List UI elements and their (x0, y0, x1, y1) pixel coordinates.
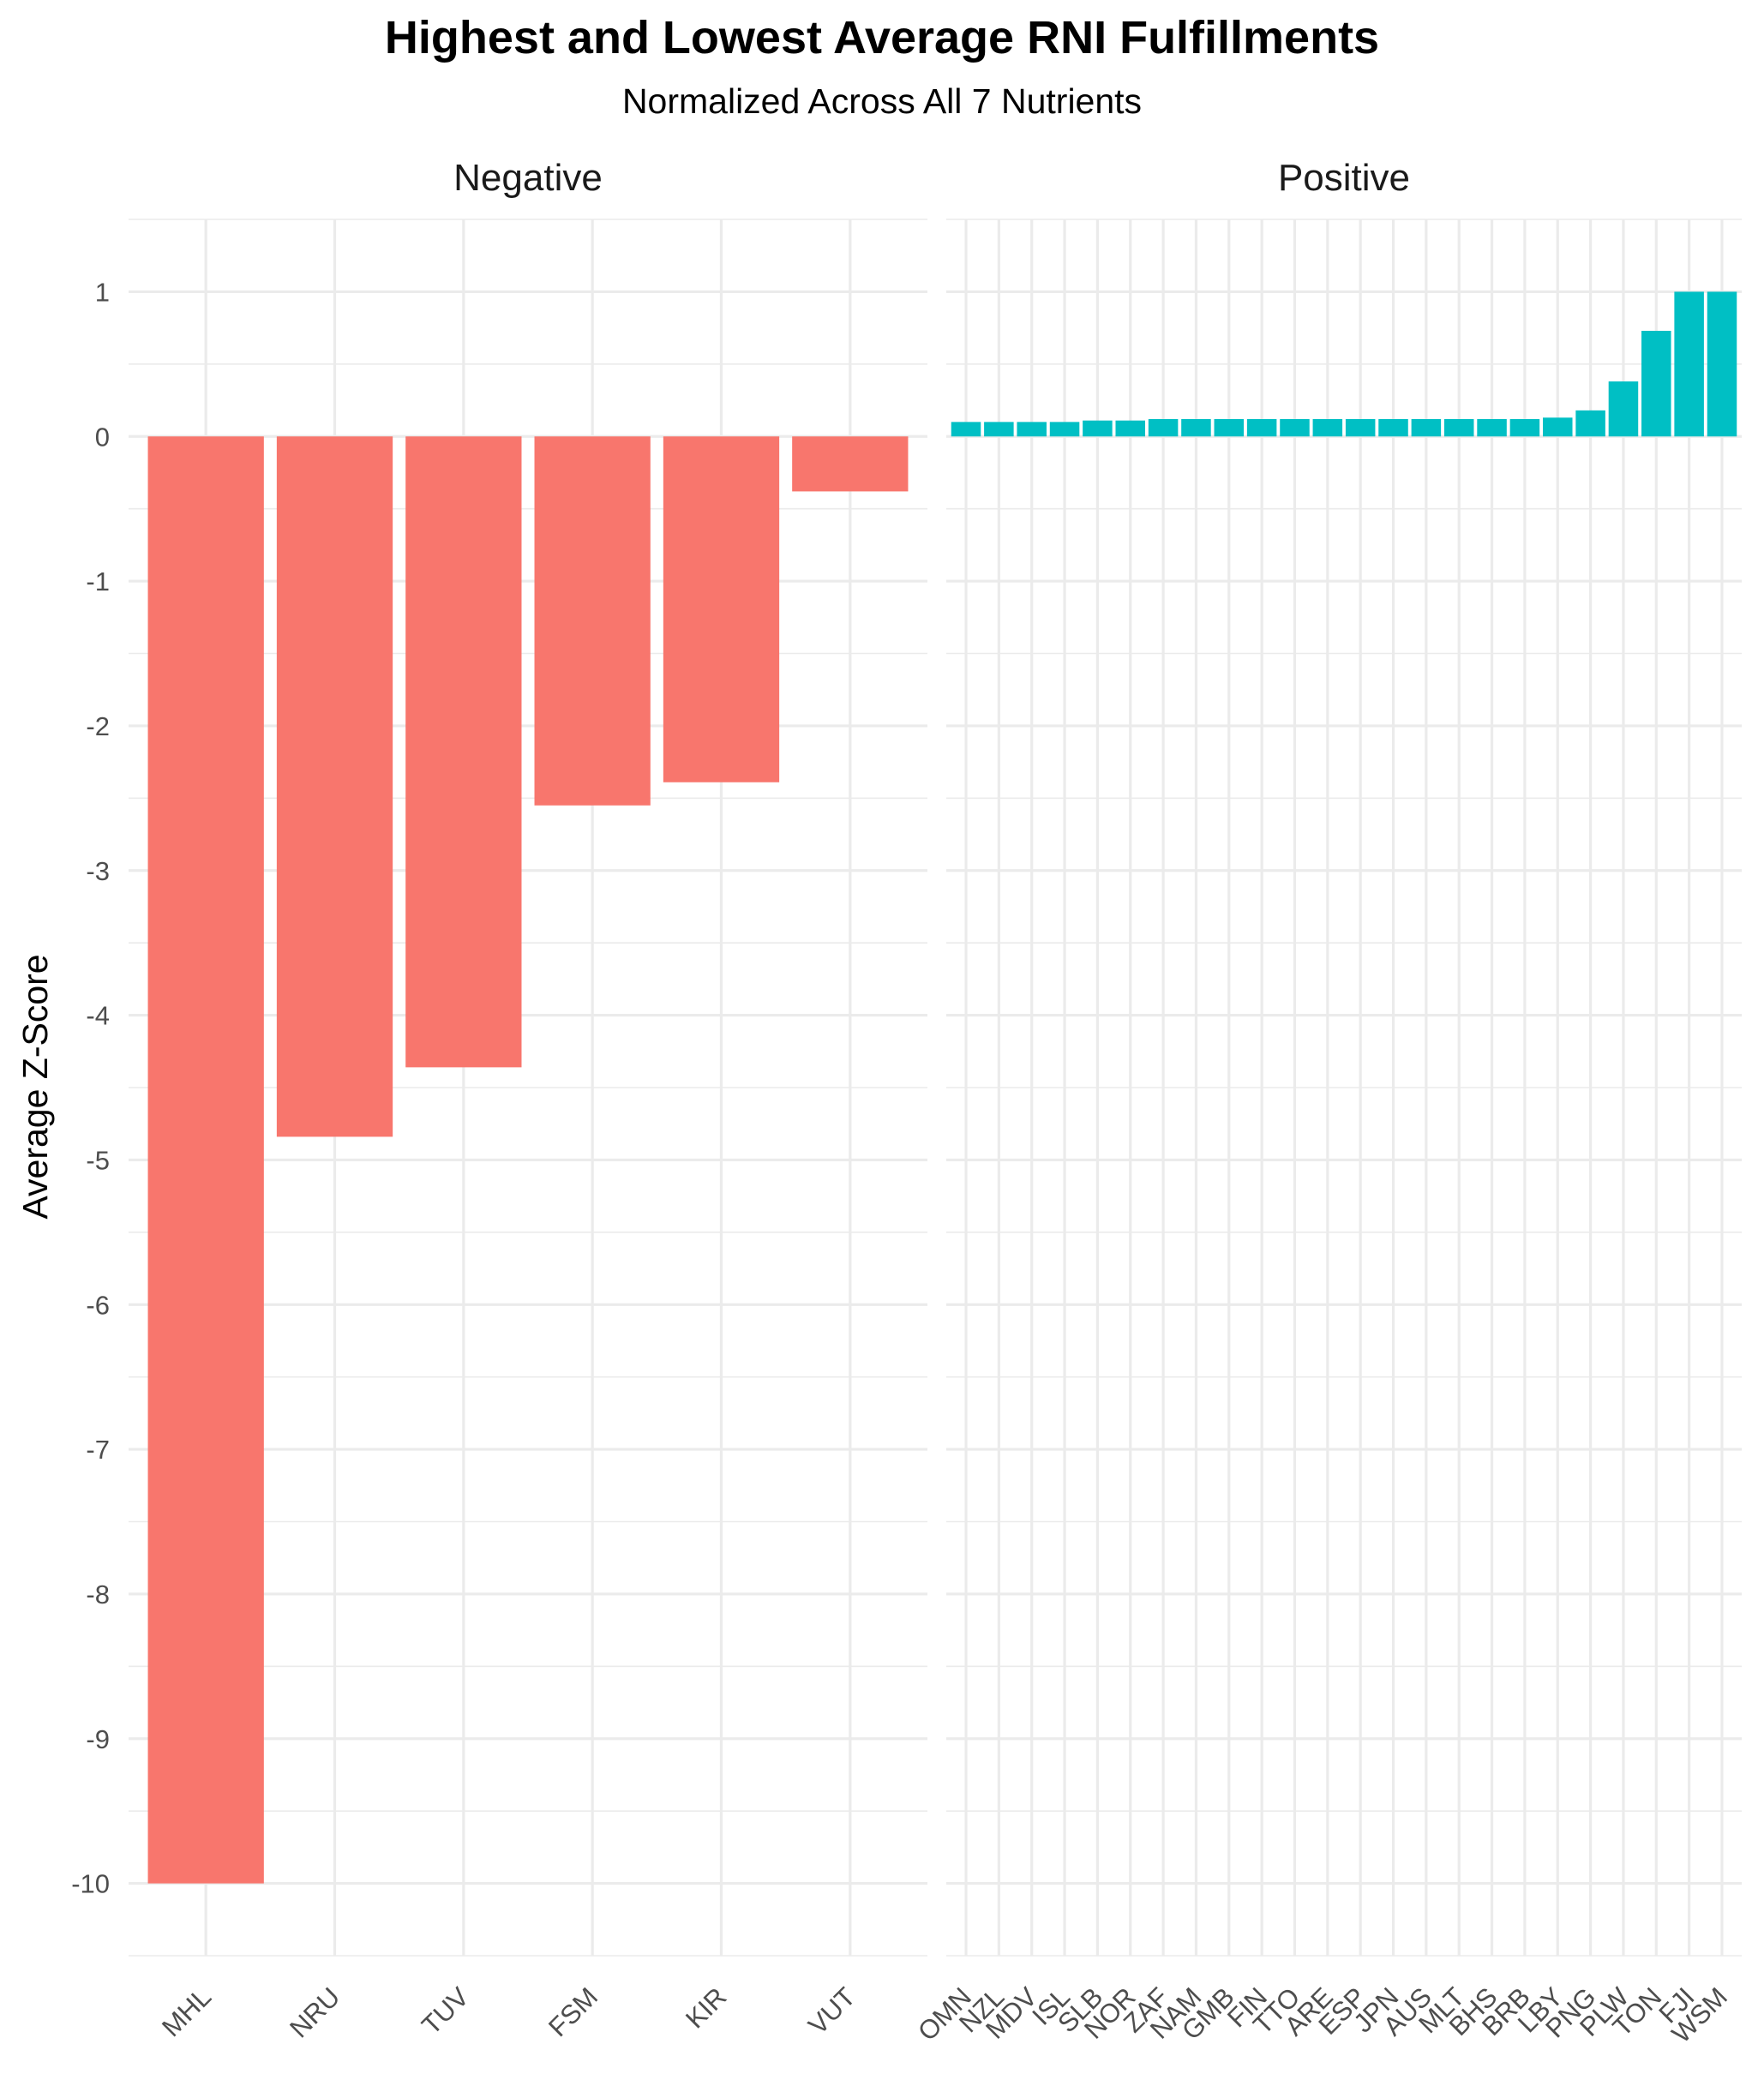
x-tick-label: MHL (156, 1981, 217, 2042)
bar-OMN (951, 422, 981, 437)
bar-JPN (1378, 418, 1408, 437)
bar-TUV (405, 436, 522, 1068)
bar-LBY (1543, 417, 1573, 437)
bar-BHS (1477, 418, 1507, 437)
x-tick-label: FSM (543, 1981, 603, 2042)
y-tick-label: -4 (86, 1001, 110, 1031)
bar-TTO (1280, 418, 1310, 437)
bar-ARE (1312, 418, 1343, 437)
panels-layer: 1 0 -1 -2 -3 -4 -5 -6 -7 -8 -9 -10 Negative MHL NRU TUV… (71, 157, 1742, 2049)
bar-GMB (1214, 418, 1245, 437)
bar-PNG (1575, 410, 1605, 437)
y-tick-label: 1 (95, 277, 110, 307)
y-axis-label: Average Z-Score (15, 954, 55, 1219)
x-tick-label: TUV (416, 1981, 475, 2041)
bar-ZAF (1148, 418, 1179, 437)
x-tick-label: KIR (680, 1981, 732, 2034)
bar-NRU (276, 436, 393, 1137)
panel-positive: PositiveOMNNZLMDVISLSLBNORZAFNAMGMBFINTT… (912, 157, 1742, 2049)
bar-PLW (1608, 381, 1639, 437)
y-tick-label: -6 (86, 1290, 110, 1320)
y-tick-label: -2 (86, 711, 110, 741)
bar-WSM (1707, 291, 1737, 437)
bar-VUT (792, 436, 909, 492)
bar-ESP (1345, 418, 1376, 437)
chart-subtitle: Normalized Across All 7 Nutrients (622, 81, 1142, 121)
bar-FIN (1246, 418, 1277, 437)
y-tick-label: -9 (86, 1724, 110, 1754)
y-tick-label: 0 (95, 422, 110, 452)
y-tick-label: -3 (86, 856, 110, 886)
y-tick-label: -5 (86, 1145, 110, 1175)
bar-SLB (1083, 420, 1113, 437)
panel-negative: Negative MHL NRU TUV FSM KIR VUT (129, 157, 927, 2043)
bar-KIR (663, 436, 780, 782)
bar-AUS (1411, 418, 1442, 437)
facet-strip-label: Positive (1278, 157, 1410, 199)
chart-title: Highest and Lowest Average RNI Fulfillme… (385, 12, 1379, 63)
y-tick-label: -1 (86, 566, 110, 596)
y-tick-label: -7 (86, 1435, 110, 1465)
x-tick-label: VUT (802, 1981, 861, 2041)
y-tick-label: -8 (86, 1579, 110, 1609)
bar-NZL (984, 422, 1014, 437)
bar-MDV (1017, 422, 1047, 437)
bar-NAM (1181, 418, 1211, 437)
x-tick-label: NRU (284, 1981, 345, 2043)
bar-FJI (1674, 291, 1704, 437)
y-tick-label: -10 (71, 1869, 110, 1899)
bar-TON (1641, 331, 1671, 437)
bar-MLT (1443, 418, 1474, 437)
bar-NOR (1115, 420, 1145, 437)
bar-BRB (1509, 418, 1540, 437)
bar-MHL (147, 436, 264, 1884)
bar-ISL (1049, 422, 1080, 437)
facet-strip-label: Negative (453, 157, 603, 199)
bar-FSM (534, 436, 651, 806)
